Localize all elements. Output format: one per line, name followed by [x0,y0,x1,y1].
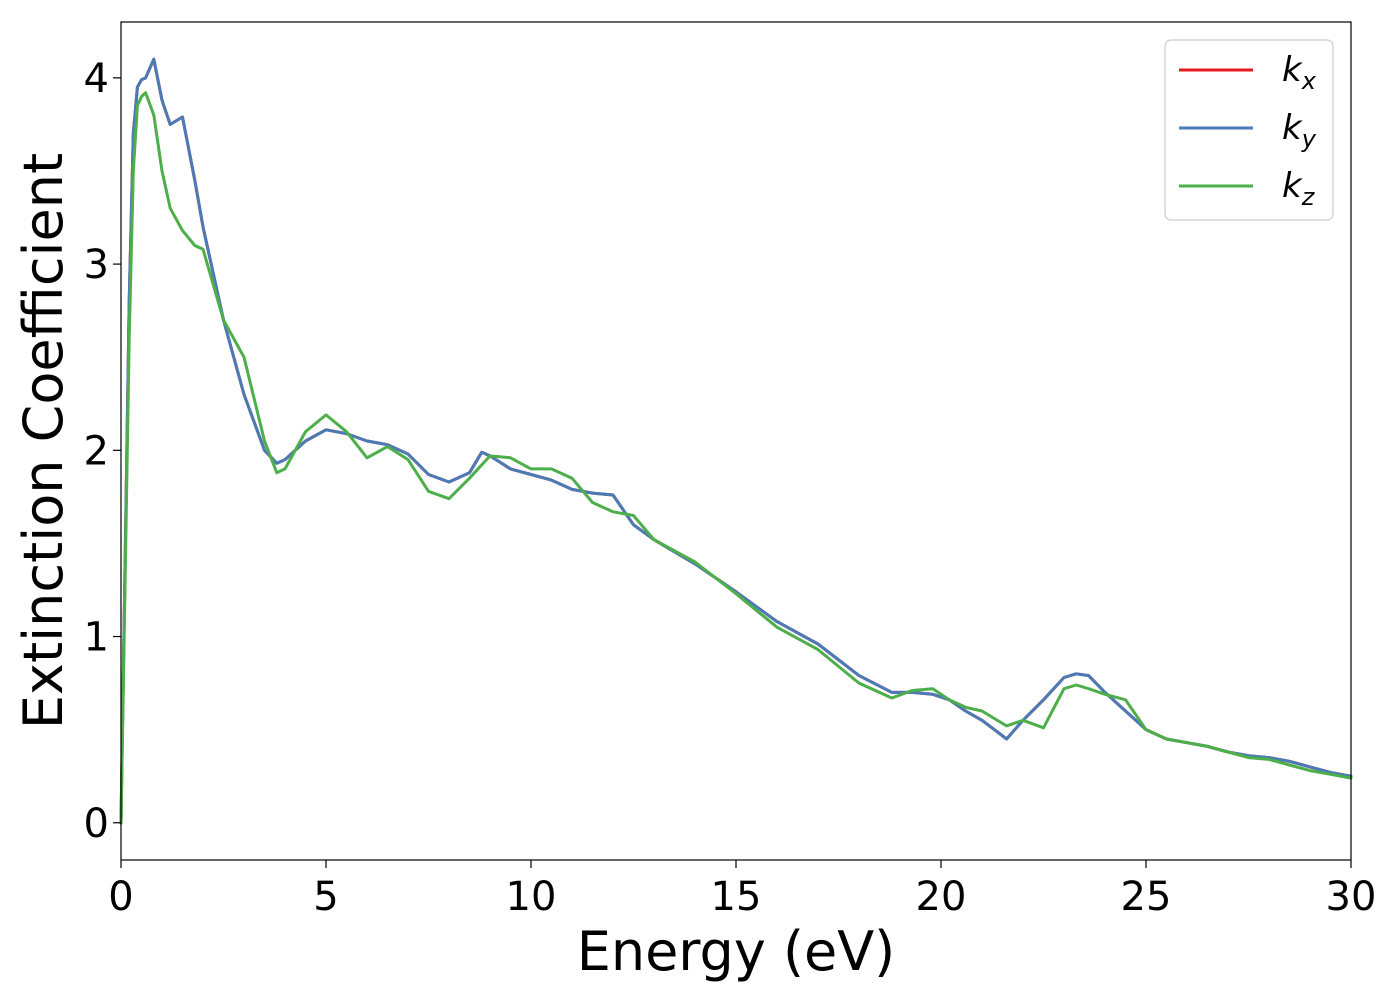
legend-label-x: kx [1282,50,1317,95]
x-tick-label: 20 [916,874,967,920]
series-layer [119,57,1353,825]
y-tick-label: 3 [84,242,109,288]
series-line-z [119,91,1353,825]
x-tick-label: 25 [1121,874,1172,920]
series-line-y [119,57,1353,825]
legend-label-z: kz [1282,166,1316,211]
y-axis-title: Extinction Coefficient [12,153,75,729]
legend: kx ky kz [1164,39,1334,221]
legend-label-y: ky [1282,108,1317,153]
y-tick-label: 4 [84,56,109,102]
x-tick-label: 0 [108,874,133,920]
y-tick-label: 1 [84,615,109,661]
x-tick-label: 10 [506,874,557,920]
x-tick-label: 15 [711,874,762,920]
x-axis-title: Energy (eV) [577,920,896,983]
ticks-layer: 0 5 10 15 20 25 30 0 1 2 3 4 [84,56,1377,920]
x-tick-label: 30 [1326,874,1377,920]
x-tick-label: 5 [313,874,338,920]
y-tick-label: 0 [84,801,109,847]
y-tick-label: 2 [84,428,109,474]
legend-box [1164,39,1334,221]
